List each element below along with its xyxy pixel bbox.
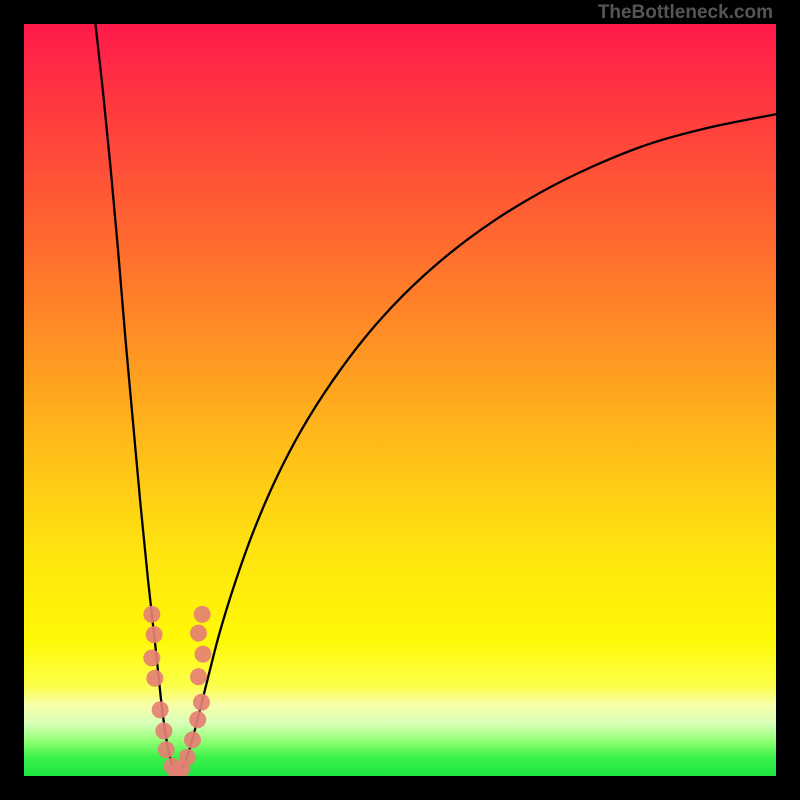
plot-border-right <box>776 0 800 800</box>
plot-border-left <box>0 0 24 800</box>
marker-dot <box>179 749 196 766</box>
marker-dot <box>184 731 201 748</box>
marker-dot <box>155 722 172 739</box>
marker-dot <box>158 741 175 758</box>
plot-svg <box>24 24 776 776</box>
marker-dot <box>194 646 211 663</box>
marker-dot <box>189 711 206 728</box>
gradient-background <box>24 24 776 776</box>
marker-dot <box>152 701 169 718</box>
figure-root: TheBottleneck.com <box>0 0 800 800</box>
marker-dot <box>143 649 160 666</box>
marker-dot <box>146 670 163 687</box>
marker-dot <box>194 606 211 623</box>
marker-dot <box>190 668 207 685</box>
plot-area <box>24 24 776 776</box>
marker-dot <box>146 626 163 643</box>
marker-dot <box>190 625 207 642</box>
plot-border-top <box>0 0 800 24</box>
plot-border-bottom <box>0 776 800 800</box>
marker-dot <box>193 694 210 711</box>
marker-dot <box>143 606 160 623</box>
